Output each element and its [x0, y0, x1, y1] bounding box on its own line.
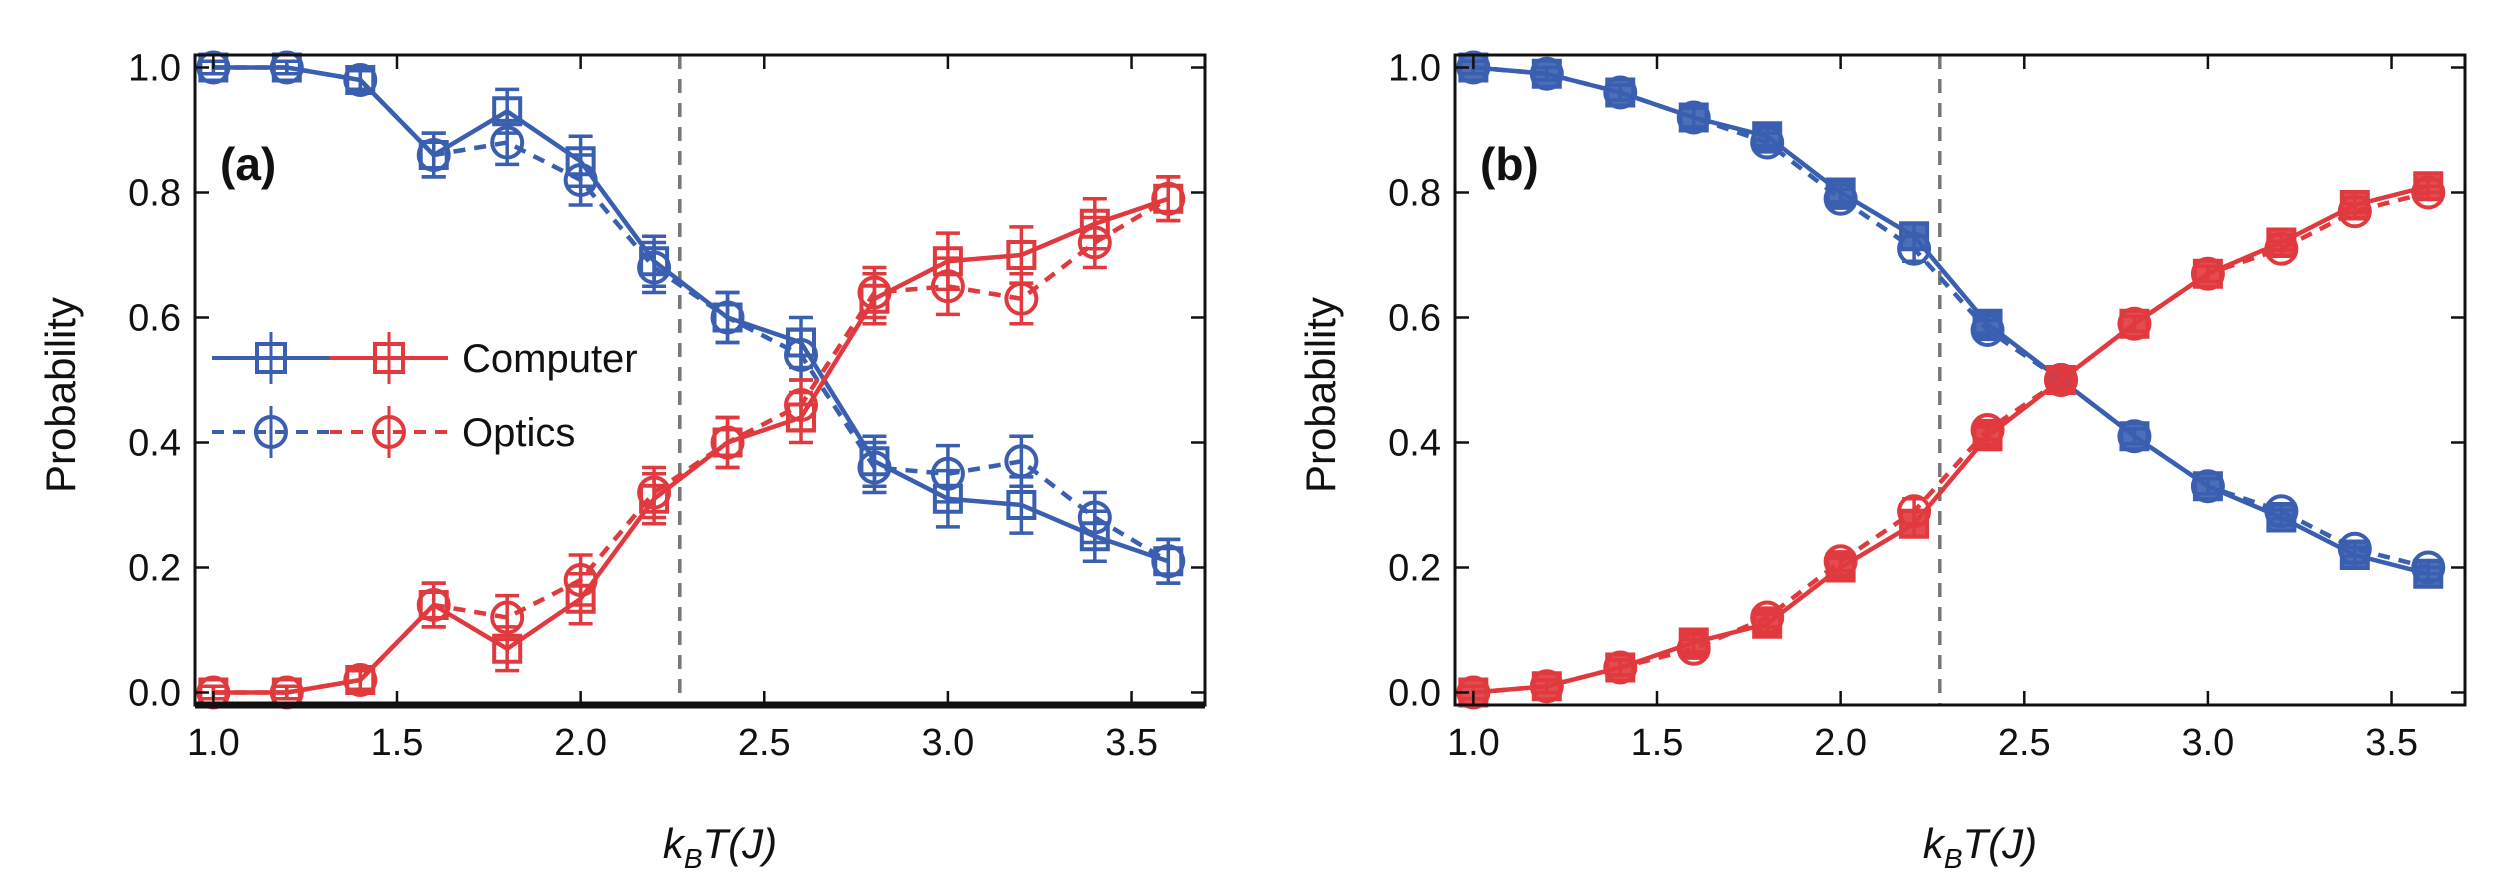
x-axis-label-sub-a: B	[684, 843, 703, 874]
legend-label-optics: Optics	[462, 411, 575, 455]
data-point-square	[2119, 421, 2150, 452]
axes: 1.0 1.5 2.0 2.5 3.0 3.5 0.0 0.2 0.4 0.6 0.8 1.0	[128, 48, 1207, 764]
data-point-square	[2339, 540, 2370, 570]
data-point-square	[492, 96, 523, 127]
x-tick-label: 3.5	[1105, 722, 1158, 764]
data-point-square	[1752, 608, 1783, 639]
x-axis-label-a: kBT(J)	[663, 820, 777, 874]
data-point-square	[2413, 558, 2444, 589]
panel-a: (a) Probability kBT(J) Computer Optics 1…	[37, 48, 1207, 874]
data-point-square	[345, 665, 376, 695]
data-point-square	[1079, 521, 1110, 552]
data-point-square	[2192, 258, 2223, 289]
panel-label-a: (a)	[220, 138, 276, 190]
data-point-square	[565, 146, 596, 177]
data-point-square	[712, 427, 743, 458]
y-tick-label: 0.0	[1388, 673, 1441, 715]
x-tick-label: 3.0	[921, 722, 974, 764]
x-axis-label-b: kBT(J)	[1923, 820, 2037, 874]
data-point-square	[639, 483, 670, 514]
data-point-square	[1899, 221, 1930, 252]
data-point-square	[2046, 365, 2076, 395]
data-point-square	[859, 446, 890, 477]
data-point-square	[2266, 227, 2297, 258]
y-axis-label-a: Probability	[37, 297, 84, 493]
data-point-square	[345, 65, 376, 95]
data-point-square	[1825, 177, 1856, 208]
data-point-square	[786, 402, 816, 433]
y-tick-label: 0.4	[128, 423, 181, 465]
data-point-square	[1678, 627, 1709, 658]
data-point-square	[1605, 652, 1636, 683]
data-point-square	[1678, 102, 1709, 133]
data-point-square	[859, 283, 890, 314]
x-tick-label: 1.0	[187, 722, 240, 764]
x-axis-label-rest-b: T(J)	[1963, 820, 2038, 867]
x-tick-label: 2.5	[738, 722, 791, 764]
legend: Computer Optics	[212, 332, 638, 458]
data-point-square	[2413, 171, 2444, 202]
data-point-square	[418, 590, 449, 620]
x-tick-label: 1.0	[1447, 722, 1500, 764]
panel-b: (b) Probability kBT(J) 1.0 1.5 2.0 2.5 3.0 3.…	[1297, 48, 2467, 874]
data-point-square	[1899, 508, 1930, 539]
data-point-square	[1825, 552, 1856, 583]
series-group	[196, 50, 1186, 710]
y-axis-label-b: Probability	[1297, 297, 1344, 493]
y-tick-label: 0.8	[128, 173, 181, 215]
legend-label-computer: Computer	[462, 337, 638, 381]
data-point-square	[1531, 58, 1562, 89]
data-point-square	[1605, 77, 1636, 108]
y-tick-label: 0.4	[1388, 423, 1441, 465]
data-point-square	[786, 327, 816, 358]
x-axis-label-sub-b: B	[1944, 843, 1963, 874]
series-line-optics-red	[213, 196, 1170, 695]
data-point-square	[932, 246, 963, 277]
x-tick-label: 2.0	[1814, 722, 1867, 764]
data-point-square	[1153, 183, 1184, 214]
panel-label-b: (b)	[1480, 138, 1539, 190]
y-tick-label: 1.0	[1388, 48, 1441, 90]
y-tick-label: 0.6	[1388, 298, 1441, 340]
data-point-square	[932, 483, 963, 514]
data-point-square	[1006, 490, 1037, 520]
x-axis-label-main-b: k	[1923, 820, 1946, 867]
x-axis-label-rest-a: T(J)	[703, 820, 778, 867]
data-point-square	[2339, 190, 2370, 220]
data-point-square	[1531, 671, 1562, 702]
x-tick-label: 1.5	[371, 722, 424, 764]
x-tick-label: 3.0	[2181, 722, 2234, 764]
x-tick-label: 1.5	[1631, 722, 1684, 764]
data-point-square	[1752, 121, 1783, 152]
y-tick-label: 0.2	[128, 548, 181, 590]
data-point-square	[2119, 308, 2150, 339]
data-point-square	[565, 583, 596, 614]
data-point-square	[1972, 308, 2003, 339]
axes: 1.0 1.5 2.0 2.5 3.0 3.5 0.0 0.2 0.4 0.6 0.8 1.0	[1388, 48, 2467, 764]
y-tick-label: 0.2	[1388, 548, 1441, 590]
series-group	[1456, 50, 2446, 710]
y-tick-label: 0.0	[128, 673, 181, 715]
data-point-square	[1079, 208, 1110, 239]
y-tick-label: 0.6	[128, 298, 181, 340]
data-point-square	[418, 140, 449, 170]
x-axis-label-main-a: k	[663, 820, 686, 867]
data-point-square	[1972, 421, 2003, 452]
data-point-square	[1153, 546, 1184, 577]
x-tick-label: 2.5	[1998, 722, 2051, 764]
data-point-square	[712, 302, 743, 333]
series-line-optics-blue	[213, 65, 1170, 564]
y-tick-label: 1.0	[128, 48, 181, 90]
plot-frame	[1453, 53, 2467, 707]
data-point-square	[2192, 471, 2223, 502]
data-point-square	[1006, 240, 1037, 270]
x-tick-label: 2.0	[554, 722, 607, 764]
data-point-square	[2266, 502, 2297, 533]
data-point-square	[492, 633, 523, 664]
data-point-square	[639, 246, 670, 277]
y-tick-label: 0.8	[1388, 173, 1441, 215]
x-tick-label: 3.5	[2365, 722, 2418, 764]
